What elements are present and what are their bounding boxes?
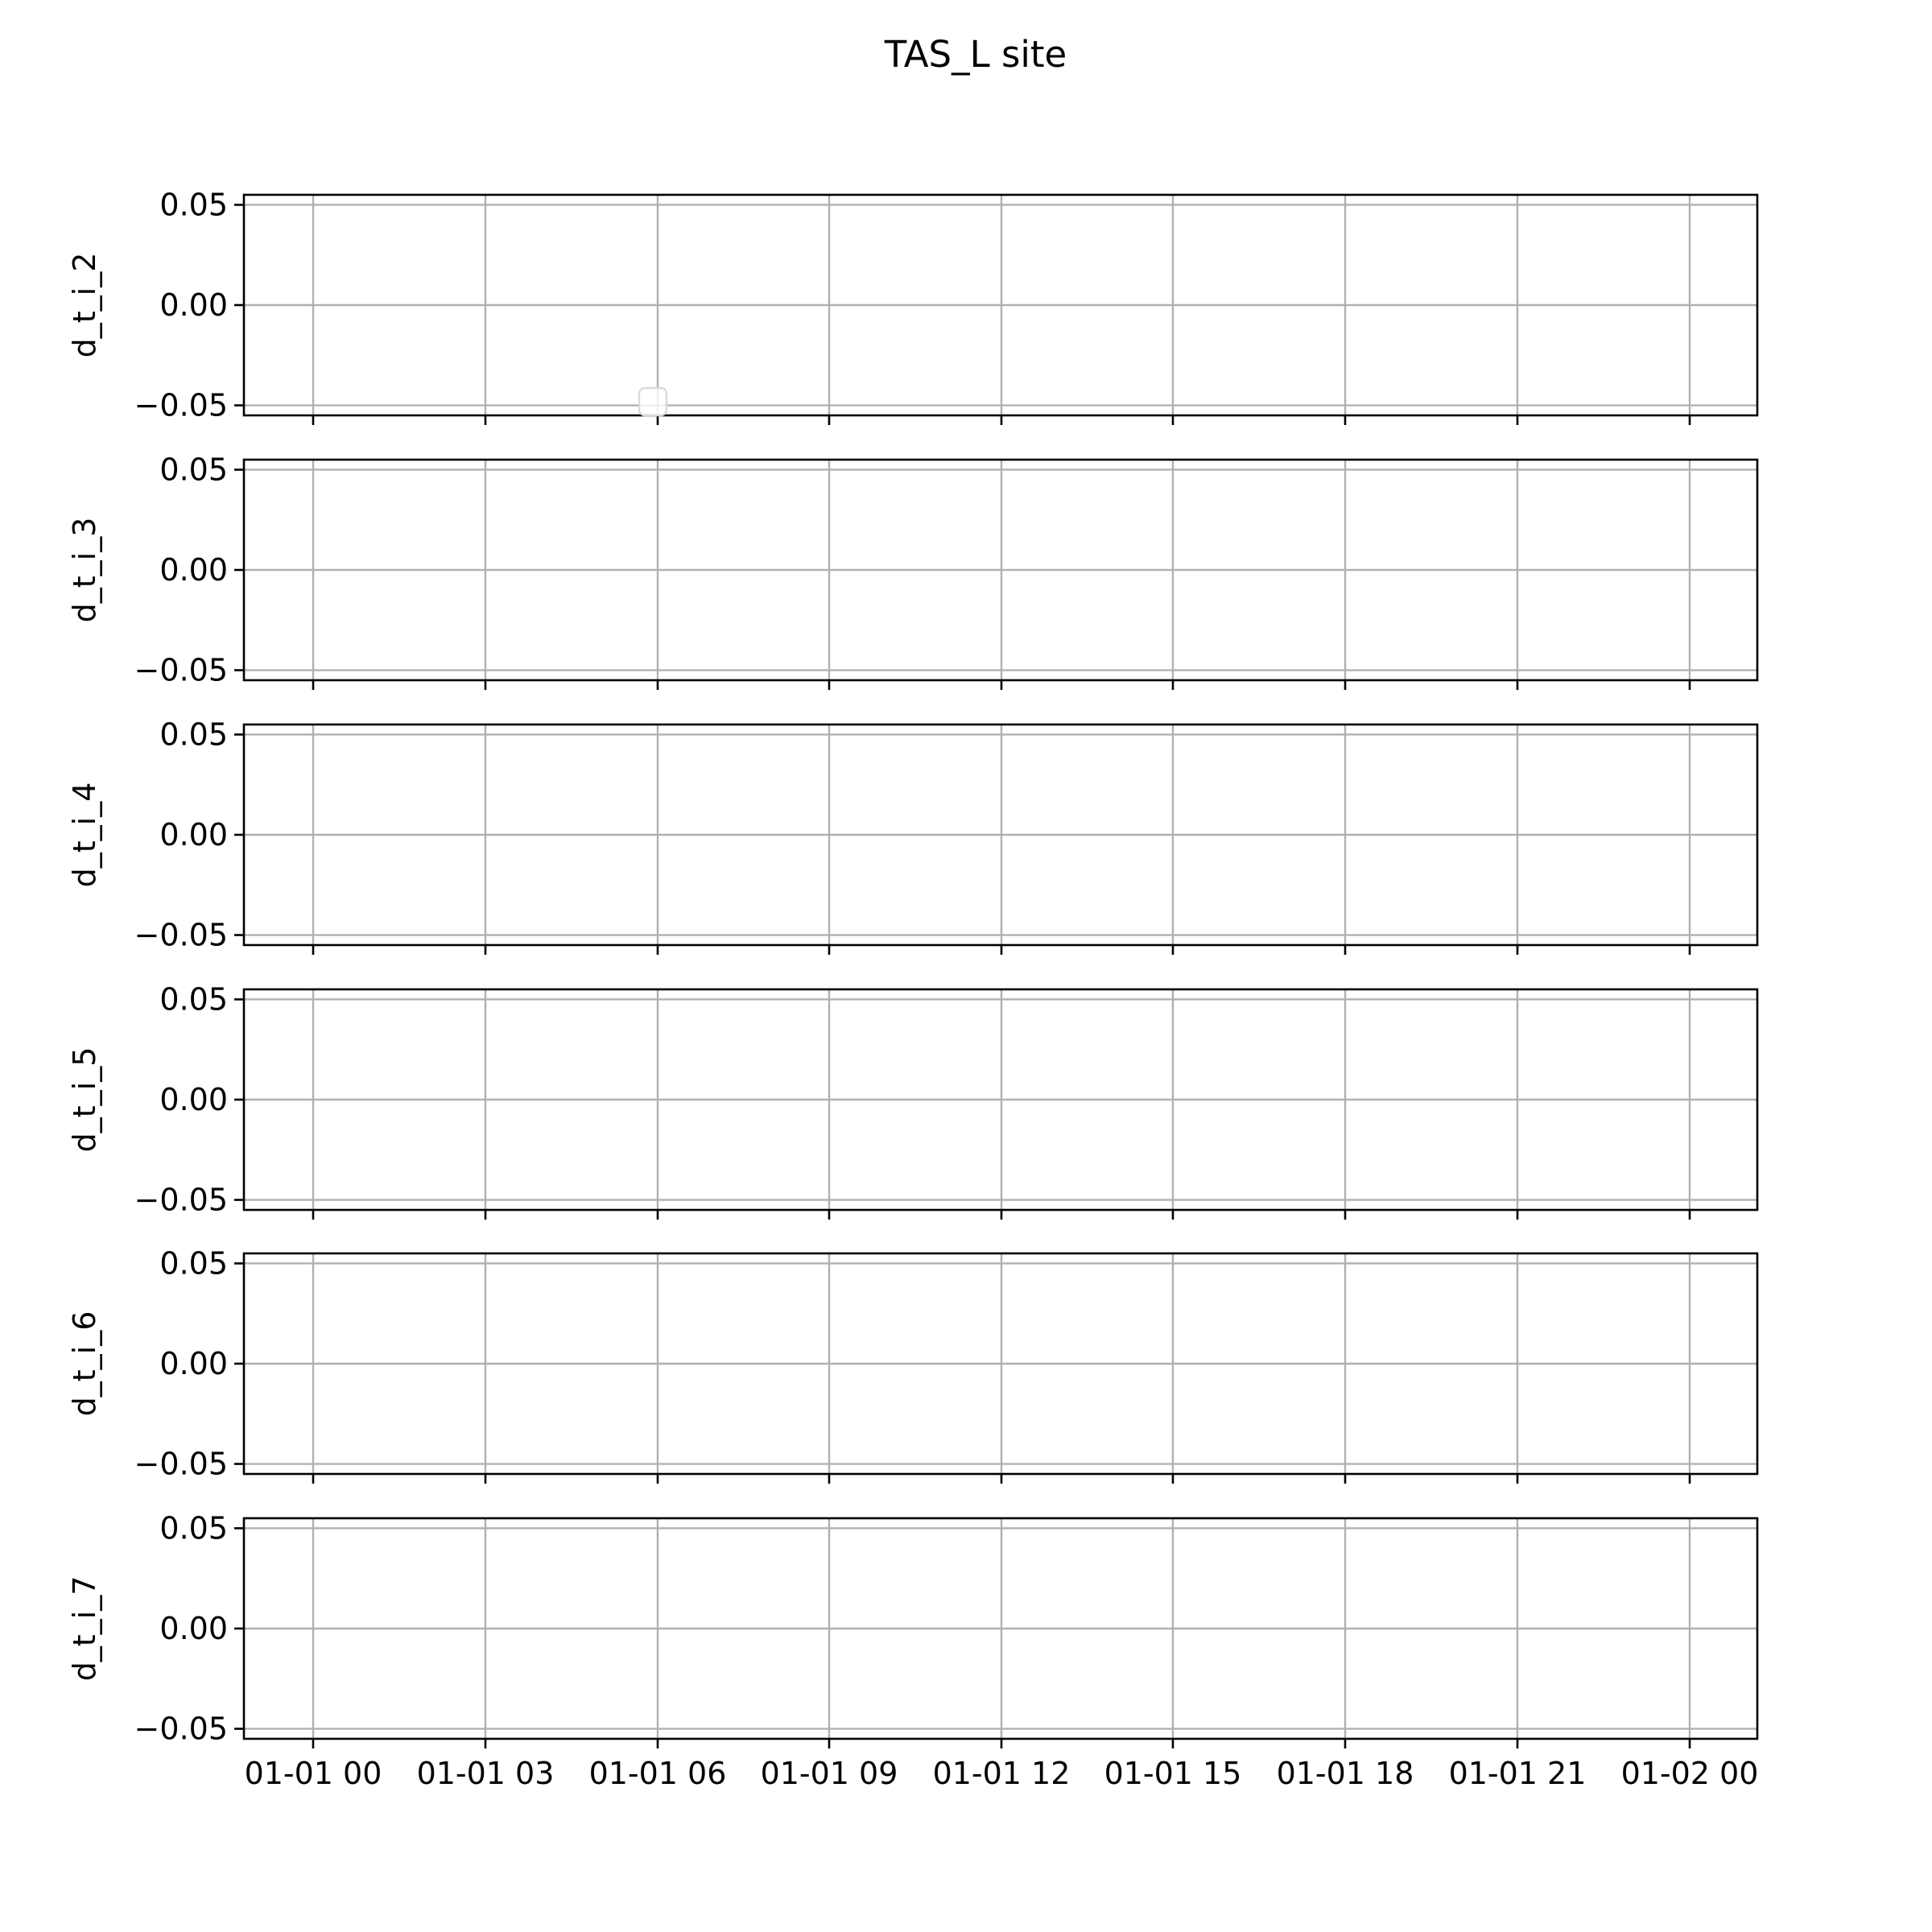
y-tick-label: 0.00: [159, 287, 228, 323]
y-tick-label: 0.00: [159, 817, 228, 852]
y-axis-label: d_t_i_6: [67, 1311, 102, 1417]
y-axis-label: d_t_i_3: [67, 518, 102, 623]
y-tick-label: −0.05: [134, 1711, 228, 1747]
y-axis-label: d_t_i_2: [67, 253, 102, 358]
y-tick-label: 0.05: [159, 1510, 228, 1546]
y-tick-label: 0.00: [159, 1611, 228, 1646]
x-tick-label: 01-02 00: [1621, 1756, 1759, 1791]
y-tick-label: 0.05: [159, 187, 228, 222]
subplot-d-t-i-6: 0.05 0.00 −0.05 d_t_i_6: [67, 1245, 1759, 1484]
y-tick-label: −0.05: [134, 653, 228, 688]
y-tick-label: 0.00: [159, 1082, 228, 1117]
x-tick-label: 01-01 15: [1104, 1756, 1242, 1791]
y-tick-label: 0.05: [159, 452, 228, 487]
x-tick-label: 01-01 21: [1449, 1756, 1587, 1791]
subplot-d-t-i-3: 0.05 0.00 −0.05 d_t_i_3: [67, 452, 1759, 690]
x-tick-label: 01-01 09: [761, 1756, 898, 1791]
subplot-d-t-i-7: 0.05 0.00 −0.05 01-01 00 01-01 03 01-01 06 01-…: [67, 1510, 1758, 1791]
subplot-d-t-i-4: 0.05 0.00 −0.05 d_t_i_4: [67, 716, 1759, 955]
y-axis-label: d_t_i_5: [67, 1047, 102, 1153]
y-tick-label: 0.05: [159, 716, 228, 752]
x-tick-label: 01-01 12: [933, 1756, 1071, 1791]
y-tick-label: −0.05: [134, 388, 228, 423]
y-tick-label: 0.00: [159, 1346, 228, 1381]
y-tick-label: 0.05: [159, 1245, 228, 1281]
x-tick-label: 01-01 00: [245, 1756, 382, 1791]
x-tick-label: 01-01 18: [1277, 1756, 1414, 1791]
y-tick-label: −0.05: [134, 918, 228, 953]
chart-title: TAS_L site: [884, 33, 1067, 76]
y-tick-label: −0.05: [134, 1447, 228, 1482]
panels: 0.05 0.00 −0.05 d_t_i_2 0.05 0.00 −0.05 d_t_i_3…: [67, 187, 1758, 1791]
legend-box: [638, 386, 668, 417]
y-axis-label: d_t_i_4: [67, 782, 102, 888]
subplot-d-t-i-5: 0.05 0.00 −0.05 d_t_i_5: [67, 981, 1759, 1220]
subplot-d-t-i-2: 0.05 0.00 −0.05 d_t_i_2: [67, 187, 1759, 425]
x-tick-label: 01-01 06: [589, 1756, 727, 1791]
y-axis-label: d_t_i_7: [67, 1576, 102, 1682]
x-tick-label: 01-01 03: [417, 1756, 555, 1791]
y-tick-label: 0.00: [159, 552, 228, 588]
y-tick-label: 0.05: [159, 981, 228, 1017]
y-tick-label: −0.05: [134, 1183, 228, 1218]
